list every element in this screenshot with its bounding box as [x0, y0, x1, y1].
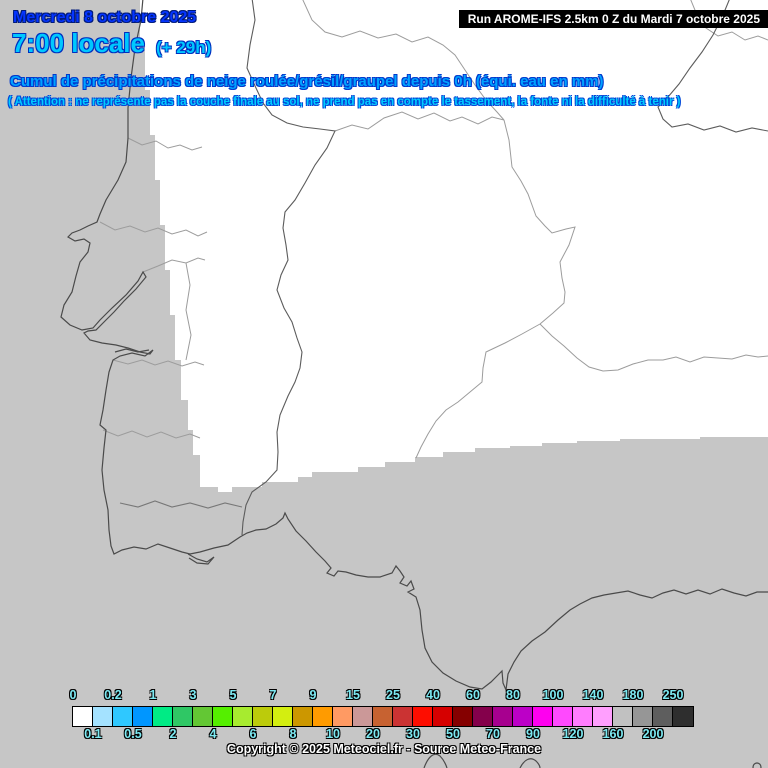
legend-value-label: 6	[249, 727, 257, 741]
province-borders	[302, 0, 768, 459]
forecast-offset-label: (+ 29h)	[156, 38, 212, 57]
legend-cell	[553, 707, 573, 726]
legend-value-label: 70	[486, 727, 500, 741]
legend-cell	[73, 707, 93, 726]
legend-value-label: 0.1	[84, 727, 102, 741]
legend-value-label: 60	[466, 688, 480, 702]
legend-cell	[253, 707, 273, 726]
legend-value-label: 10	[326, 727, 340, 741]
legend-value-label: 9	[309, 688, 317, 702]
legend-cell	[673, 707, 693, 726]
legend-cell	[113, 707, 133, 726]
legend-cell	[613, 707, 633, 726]
legend-cell	[393, 707, 413, 726]
map-warning-note: ( Attention : ne représente pas la couch…	[8, 96, 681, 108]
legend-value-label: 160	[602, 727, 624, 741]
model-run-info-box: Run AROME-IFS 2.5km 0 Z du Mardi 7 octob…	[458, 10, 768, 28]
legend-value-label: 100	[542, 688, 564, 702]
legend-cell	[293, 707, 313, 726]
legend-cell	[533, 707, 553, 726]
legend-value-label: 20	[366, 727, 380, 741]
legend-cell	[313, 707, 333, 726]
legend-cell	[573, 707, 593, 726]
legend-cell	[133, 707, 153, 726]
legend-value-label: 0.5	[124, 727, 142, 741]
legend-value-label: 30	[406, 727, 420, 741]
legend-cell	[633, 707, 653, 726]
legend-cell	[513, 707, 533, 726]
legend-value-label: 250	[662, 688, 684, 702]
legend-cell	[433, 707, 453, 726]
legend-value-label: 90	[526, 727, 540, 741]
legend-value-label: 8	[289, 727, 297, 741]
legend-value-label: 0.2	[104, 688, 122, 702]
legend-cell	[453, 707, 473, 726]
copyright-label: Copyright © 2025 Meteociel.fr - Source M…	[226, 742, 542, 756]
legend-cell	[593, 707, 613, 726]
legend-value-label: 40	[426, 688, 440, 702]
legend-cell	[493, 707, 513, 726]
legend-value-label: 2	[169, 727, 177, 741]
legend-value-label: 7	[269, 688, 277, 702]
legend-value-label: 0	[69, 688, 77, 702]
district-borders	[99, 137, 208, 439]
legend-value-label: 50	[446, 727, 460, 741]
date-label: Mercredi 8 octobre 2025	[13, 9, 197, 26]
model-domain-area	[140, 0, 768, 492]
legend-cell	[273, 707, 293, 726]
legend-value-label: 15	[346, 688, 360, 702]
legend-value-label: 180	[622, 688, 644, 702]
legend-cell	[353, 707, 373, 726]
legend-cell	[653, 707, 673, 726]
local-time-label: 7:00 locale	[12, 28, 145, 58]
legend-cell	[213, 707, 233, 726]
legend-value-label: 120	[562, 727, 584, 741]
legend-cell	[473, 707, 493, 726]
legend-value-label: 3	[189, 688, 197, 702]
legend-value-label: 4	[209, 727, 217, 741]
legend-value-label: 1	[149, 688, 157, 702]
country-border	[119, 0, 768, 536]
legend-cell	[233, 707, 253, 726]
coastline	[60, 0, 768, 768]
legend-cell	[93, 707, 113, 726]
legend-cell	[373, 707, 393, 726]
map-title: Cumul de précipitations de neige roulée/…	[10, 73, 604, 90]
legend-cell	[193, 707, 213, 726]
legend-value-label: 140	[582, 688, 604, 702]
legend-cell	[413, 707, 433, 726]
legend-cell	[173, 707, 193, 726]
legend-value-label: 200	[642, 727, 664, 741]
legend-value-label: 5	[229, 688, 237, 702]
legend-cell	[333, 707, 353, 726]
legend-cell	[153, 707, 173, 726]
legend-value-label: 80	[506, 688, 520, 702]
legend-bar	[72, 706, 694, 727]
legend-value-label: 25	[386, 688, 400, 702]
